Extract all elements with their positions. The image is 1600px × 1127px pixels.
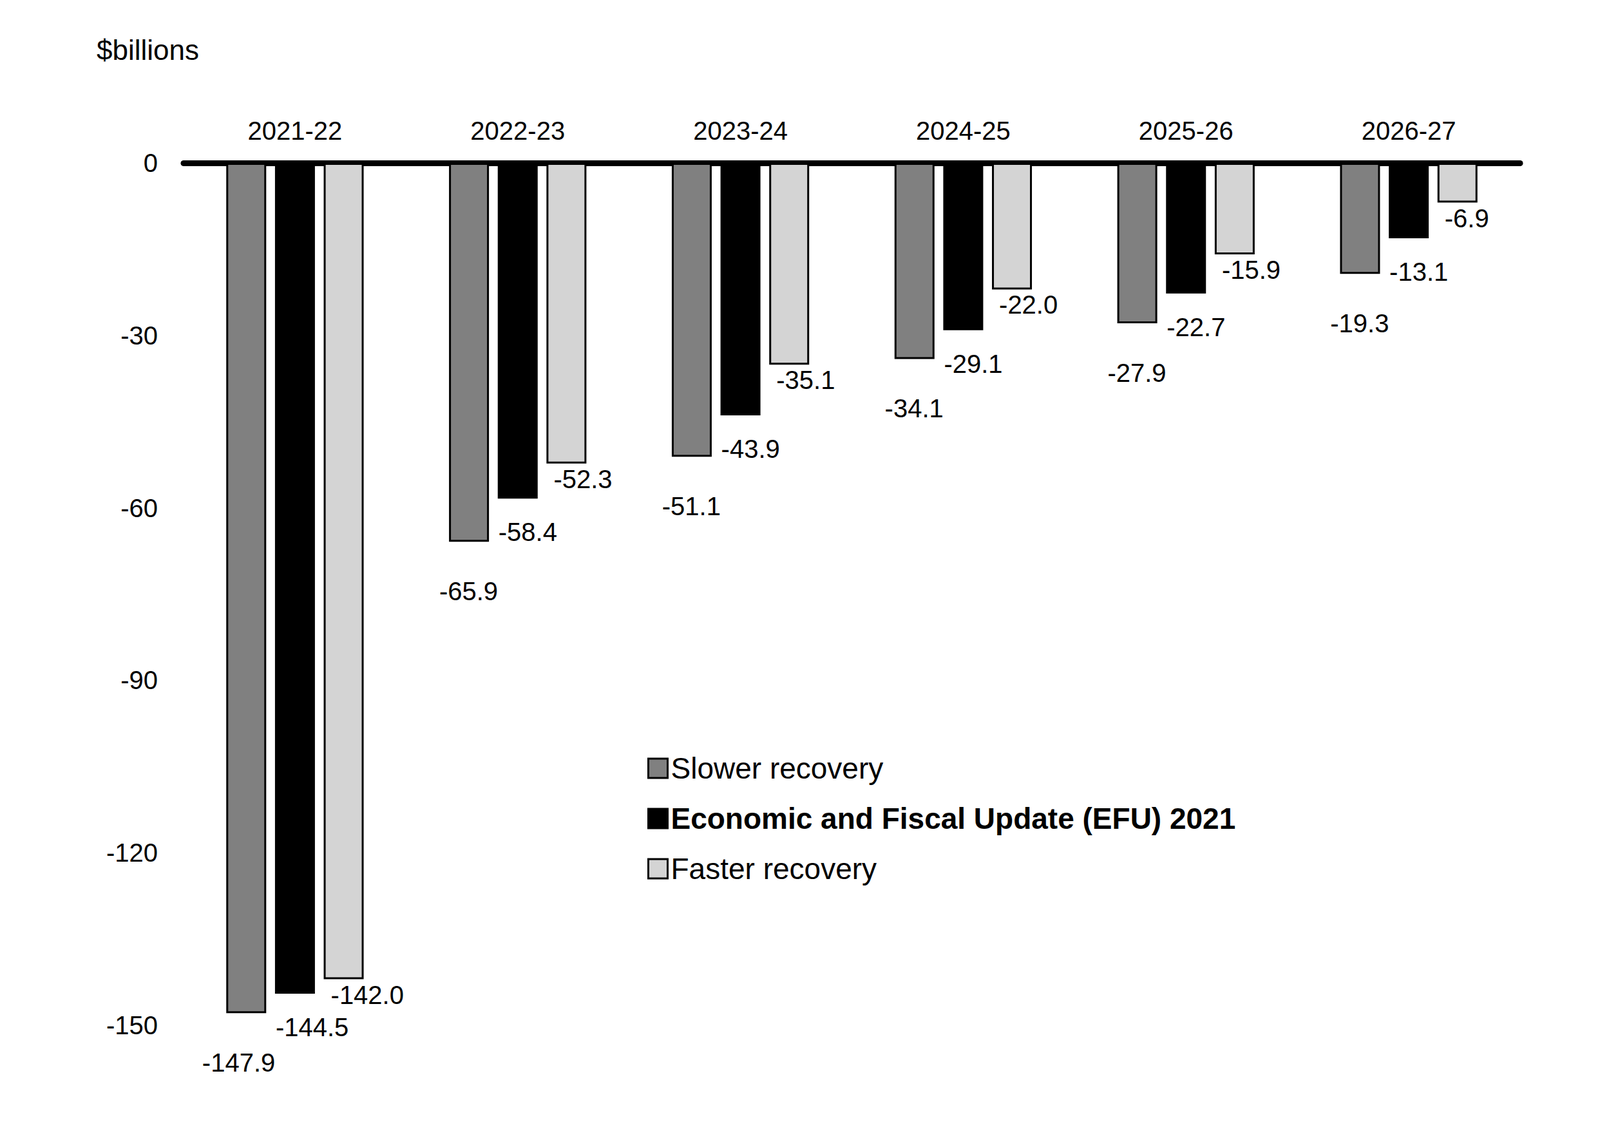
svg-text:0: 0 xyxy=(143,148,158,178)
svg-text:Slower recovery: Slower recovery xyxy=(671,751,884,786)
svg-text:2022-23: 2022-23 xyxy=(470,116,565,145)
svg-text:-52.3: -52.3 xyxy=(553,465,612,494)
svg-text:Economic and Fiscal Update (EF: Economic and Fiscal Update (EFU) 2021 xyxy=(671,801,1237,836)
svg-text:Faster recovery: Faster recovery xyxy=(671,852,878,886)
svg-text:-35.1: -35.1 xyxy=(776,365,835,395)
svg-text:-60: -60 xyxy=(120,494,158,523)
svg-text:-13.1: -13.1 xyxy=(1389,257,1448,286)
svg-text:-22.7: -22.7 xyxy=(1166,313,1226,342)
svg-text:-22.0: -22.0 xyxy=(999,290,1058,319)
svg-text:2026-27: 2026-27 xyxy=(1361,116,1457,145)
svg-text:-27.9: -27.9 xyxy=(1107,358,1166,388)
svg-text:-34.1: -34.1 xyxy=(885,394,944,423)
svg-text:2024-25: 2024-25 xyxy=(915,116,1011,145)
svg-text:2021-22: 2021-22 xyxy=(247,116,343,145)
svg-text:-90: -90 xyxy=(120,666,158,695)
svg-text:-51.1: -51.1 xyxy=(662,492,721,521)
svg-text:-6.9: -6.9 xyxy=(1444,204,1490,233)
svg-text:-150: -150 xyxy=(106,1011,158,1040)
svg-text:-65.9: -65.9 xyxy=(439,577,498,606)
svg-text:-147.9: -147.9 xyxy=(202,1048,276,1077)
svg-text:2023-24: 2023-24 xyxy=(693,116,788,145)
svg-text:-58.4: -58.4 xyxy=(498,517,558,547)
svg-text:2025-26: 2025-26 xyxy=(1138,116,1234,145)
svg-text:-120: -120 xyxy=(106,838,158,867)
svg-text:-30: -30 xyxy=(120,321,158,350)
svg-text:$billions: $billions xyxy=(96,34,200,66)
svg-text:-29.1: -29.1 xyxy=(943,349,1003,379)
svg-text:-43.9: -43.9 xyxy=(721,434,781,464)
svg-text:-19.3: -19.3 xyxy=(1330,309,1389,338)
svg-text:-142.0: -142.0 xyxy=(331,980,404,1010)
svg-text:-15.9: -15.9 xyxy=(1221,255,1281,285)
svg-text:-144.5: -144.5 xyxy=(275,1013,349,1042)
